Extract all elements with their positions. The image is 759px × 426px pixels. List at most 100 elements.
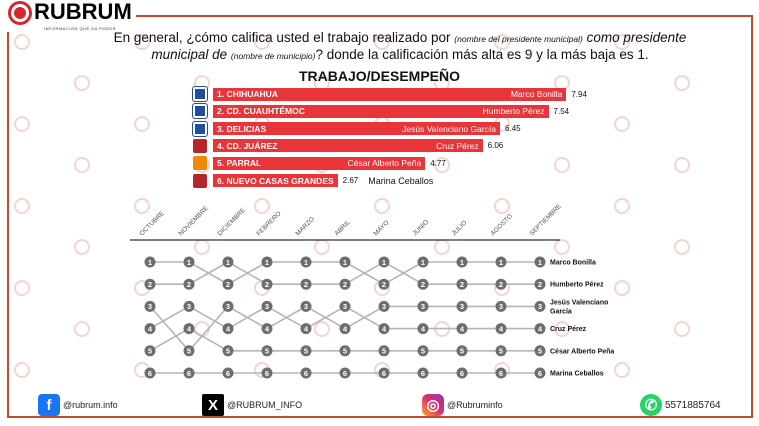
bar-category: 3. DELICIAS [217, 123, 267, 134]
rank-line [383, 261, 424, 285]
rank-node [417, 345, 429, 357]
series-label: Marco Bonilla [550, 260, 596, 267]
rank-number: 3 [382, 302, 386, 311]
rank-number: 2 [148, 280, 152, 289]
question-note: (nombre del presidente municipal) [454, 34, 583, 44]
rank-line [227, 261, 268, 285]
watermark-mark [674, 321, 690, 337]
rank-number: 3 [460, 302, 464, 311]
bar-category: 6. NUEVO CASAS GRANDES [217, 175, 334, 186]
rank-number: 5 [499, 347, 503, 356]
watermark-mark [674, 157, 690, 173]
rank-node [261, 300, 273, 312]
bar: 5. PARRAL César Alberto Peña [213, 156, 426, 170]
rank-number: 6 [460, 369, 464, 378]
rank-node [339, 367, 351, 379]
facebook-link[interactable]: f @rubrum.info [38, 394, 118, 416]
watermark-mark [134, 34, 150, 50]
rank-number: 2 [343, 280, 347, 289]
watermark-mark [674, 75, 690, 91]
watermark-mark [254, 198, 270, 214]
rank-node [339, 256, 351, 268]
rank-node [300, 345, 312, 357]
watermark-mark [14, 280, 30, 296]
rank-node [378, 278, 390, 290]
rank-number: 6 [382, 369, 386, 378]
watermark-mark [614, 280, 630, 296]
question-text: como presidente municipal de [151, 30, 687, 62]
rank-node [456, 256, 468, 268]
rank-number: 4 [382, 324, 387, 333]
chart-title: TRABAJO/DESEMPEÑO [298, 68, 461, 84]
series-label: Jesús Valenciano [550, 299, 608, 306]
rank-node [222, 278, 234, 290]
pan-party-icon [192, 120, 208, 137]
rank-line [149, 327, 190, 352]
x-handle: @RUBRUM_INFO [227, 400, 303, 410]
bar-name: Humberto Pérez [482, 106, 545, 117]
rank-node [300, 256, 312, 268]
bar-value: 6.45 [505, 124, 521, 134]
watermark-mark [554, 239, 570, 255]
x-link[interactable]: X @RUBRUM_INFO [202, 394, 302, 416]
watermark-mark [614, 116, 630, 132]
watermark-mark [74, 239, 90, 255]
rank-node [144, 323, 156, 335]
rank-number: 5 [421, 347, 425, 356]
instagram-link[interactable]: ◎ @Rubruminfo [422, 394, 503, 416]
watermark-mark [14, 34, 30, 50]
rank-node [144, 256, 156, 268]
rank-node [378, 367, 390, 379]
watermark-mark [614, 34, 630, 50]
rank-node [534, 256, 546, 268]
bar: 1. CHIHUAHUA Marco Bonilla [213, 87, 567, 101]
morena-party-icon [193, 173, 207, 188]
facebook-handle: @rubrum.info [63, 400, 118, 410]
rank-line [344, 305, 385, 330]
rank-number: 5 [343, 347, 347, 356]
bar-row: 4. CD. JUÁREZ Cruz Pérez 6.06 [193, 138, 503, 153]
rank-line [188, 305, 229, 330]
watermark-mark [134, 116, 150, 132]
rank-node [261, 323, 273, 335]
rank-number: 5 [382, 347, 386, 356]
rank-number: 5 [304, 347, 308, 356]
watermark-mark [74, 321, 90, 337]
survey-question: En general, ¿cómo califica usted el trab… [90, 30, 710, 64]
month-label: SEPTIEMBRE [528, 202, 563, 237]
question-text: En general, ¿cómo califica usted el trab… [113, 30, 451, 45]
bar-category: 1. CHIHUAHUA [217, 89, 278, 99]
rank-number: 6 [265, 369, 269, 378]
rank-node [534, 367, 546, 379]
pan-party-icon [192, 103, 208, 120]
whatsapp-icon: ✆ [640, 394, 662, 416]
whatsapp-link[interactable]: ✆ 5571885764 [640, 394, 721, 416]
rank-number: 3 [187, 302, 191, 311]
watermark-mark [14, 116, 30, 132]
month-label: ABRIL [333, 219, 352, 238]
rank-number: 5 [265, 347, 269, 356]
rank-number: 6 [421, 369, 425, 378]
rank-node [417, 367, 429, 379]
rank-node [534, 300, 546, 312]
bar: 2. CD. CUAUHTÉMOC Humberto Pérez [213, 104, 549, 118]
series-label: Marina Ceballos [550, 371, 604, 378]
watermark-mark [614, 362, 630, 378]
rank-line [227, 305, 268, 330]
bar-category: 5. PARRAL [217, 158, 262, 169]
watermark-mark [74, 157, 90, 173]
rank-node [495, 300, 507, 312]
rank-node [261, 367, 273, 379]
rank-number: 1 [187, 258, 191, 267]
rank-number: 4 [343, 324, 348, 333]
rank-number: 1 [343, 258, 347, 267]
rank-number: 6 [226, 369, 230, 378]
rank-number: 4 [421, 324, 426, 333]
bar-category: 4. CD. JUÁREZ [217, 140, 278, 151]
rank-number: 3 [226, 302, 230, 311]
logo-text: RUBRUM [34, 0, 132, 24]
watermark-mark [74, 75, 90, 91]
rank-node [417, 278, 429, 290]
rank-node [222, 256, 234, 268]
